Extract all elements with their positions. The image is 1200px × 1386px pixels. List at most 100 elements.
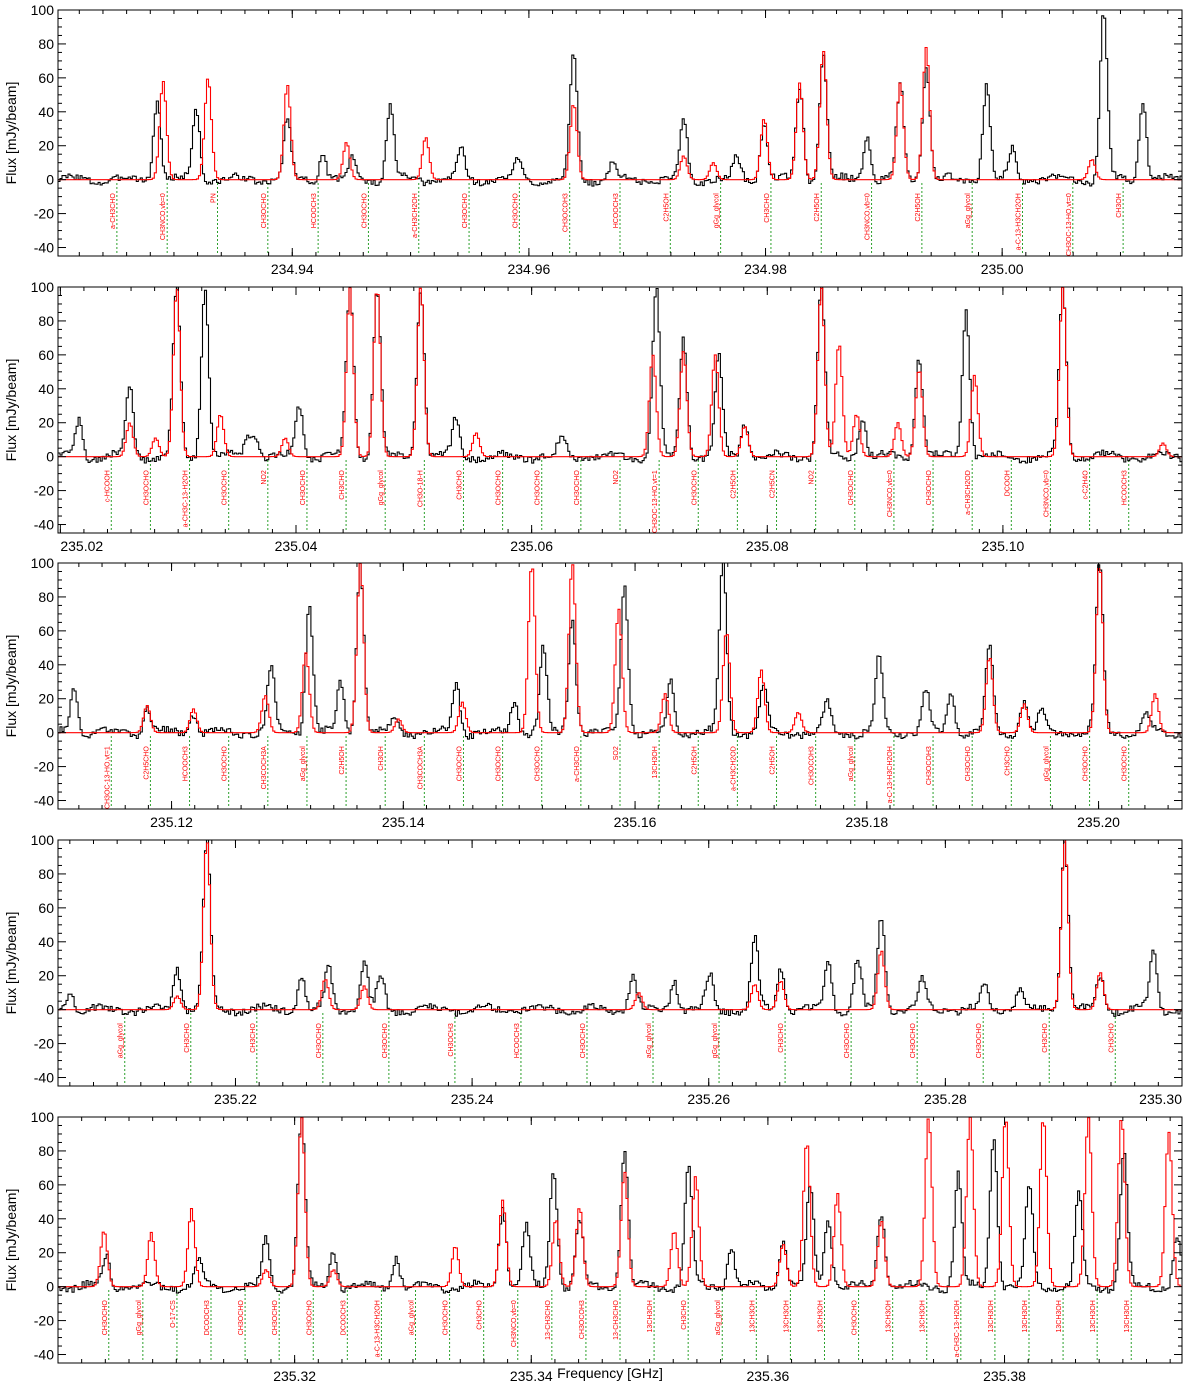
y-tick-label: 40	[38, 381, 54, 397]
transition-label: HCOOCH3	[514, 1023, 521, 1058]
transition-label: CH3CHO	[1004, 746, 1011, 776]
transition-label: CH3CHO	[764, 193, 771, 223]
y-tick-label: 60	[38, 70, 54, 86]
y-tick-label: 100	[31, 2, 55, 18]
y-tick-label: 40	[38, 104, 54, 120]
transition-label: CH3OCHO	[691, 470, 698, 506]
transition-label: aGg_glycol	[300, 746, 307, 781]
transition-label: CH3OCHO	[300, 470, 307, 506]
y-tick-label: 20	[38, 968, 54, 984]
panel-5: CH3OCHO gGg_glycol O-17-CS DCOOCH3 CH3OCHO CH…	[3, 1109, 1183, 1384]
transition-label: CH3OCHO	[910, 1023, 917, 1059]
transition-label: 13CH3OH	[1124, 1300, 1131, 1332]
transition-label: C2H5OH	[691, 746, 698, 774]
transition-label: CH3OCHO	[926, 470, 933, 506]
transition-label: CH3CHO	[477, 1300, 484, 1330]
transition-label: aGg_glycol	[715, 1300, 722, 1335]
transition-label: DCOOCH3	[340, 1300, 347, 1335]
x-tick-label: 234.98	[744, 261, 787, 277]
transition-label: CH3OCHO	[852, 1300, 859, 1336]
transition-label: CH3OCHO	[272, 1300, 279, 1336]
y-tick-label: 40	[38, 934, 54, 950]
transition-label: CH3COCH3A	[417, 746, 424, 790]
transition-label: CH3OC-13-HO,vt=1	[104, 746, 111, 809]
y-tick-label: 60	[38, 1177, 54, 1193]
x-tick-label: 235.00	[981, 261, 1024, 277]
x-tick-label: 235.20	[1077, 814, 1120, 830]
transition-label: aGg_glycol	[848, 746, 855, 781]
transition-label: 13-CH3CHO	[545, 1300, 552, 1340]
transition-label: CH3CHO	[681, 1300, 688, 1330]
transition-label: C2H5OH	[339, 746, 346, 774]
y-tick-label: 80	[38, 313, 54, 329]
y-axis-label: Flux [mJy/beam]	[3, 635, 19, 738]
x-tick-label: 235.16	[614, 814, 657, 830]
transition-label: PN	[211, 193, 218, 203]
y-axis-label: Flux [mJy/beam]	[3, 82, 19, 185]
transition-label: CH3OCOH3	[579, 1300, 586, 1339]
transition-label: a-CH3CH2OD	[965, 470, 972, 515]
transition-label: CH3COCH3A	[261, 746, 268, 790]
transition-label: 13CH3OH	[817, 1300, 824, 1332]
transition-label: C2H5OH	[814, 193, 821, 221]
y-tick-label: 60	[38, 623, 54, 639]
transition-label: aGg_glycol	[646, 1023, 653, 1058]
observed-spectrum	[58, 840, 1182, 1017]
panel-frame	[57, 839, 1183, 1087]
model-spectrum	[58, 1117, 1182, 1288]
transition-label: CH3NCO,vb=0	[887, 470, 894, 517]
transition-label: CH3NCO,vb=0	[160, 193, 167, 240]
y-tick-label: -40	[34, 793, 54, 809]
observed-spectrum	[58, 287, 1182, 464]
x-tick-label: 235.38	[983, 1368, 1026, 1384]
x-tick-label: 235.18	[845, 814, 888, 830]
transition-label: CH3OCHO	[222, 470, 229, 506]
transition-label: NO2	[261, 470, 268, 485]
transition-label: aGg_glycol	[965, 193, 972, 228]
y-tick-label: -40	[34, 240, 54, 256]
y-tick-label: 80	[38, 589, 54, 605]
transition-label: C2H5OH	[663, 193, 670, 221]
transition-label: CH3NCO,vb=0	[511, 1300, 518, 1347]
x-tick-label: 235.02	[60, 538, 103, 554]
panel-frame	[57, 562, 1183, 810]
observed-spectrum	[58, 15, 1182, 187]
transition-label: c-HCOOH	[104, 470, 111, 502]
transition-label: a-CH3CH2OH	[412, 193, 419, 238]
transition-label: gGg_glycol	[378, 470, 385, 505]
model-spectrum	[58, 840, 1182, 1011]
x-tick-label: 235.12	[150, 814, 193, 830]
transition-label: gGg_glycol	[714, 193, 721, 228]
model-spectrum	[58, 287, 1182, 458]
y-tick-label: -20	[34, 1313, 54, 1329]
transition-label: HCOOCH3	[1122, 470, 1129, 505]
x-tick-label: 235.06	[510, 538, 553, 554]
y-tick-label: 20	[38, 1245, 54, 1261]
transition-label: CH3OCHO	[535, 470, 542, 506]
x-tick-label: 235.14	[382, 814, 425, 830]
y-axis-label: Flux [mJy/beam]	[3, 359, 19, 462]
transition-label: NO2	[613, 470, 620, 485]
panel-1: a-CH3CHO CH3NCO,vb=0 PN CH3OCHO HCOOCH3 CH3OC…	[3, 2, 1183, 277]
transition-label: CH3OCHO	[238, 1300, 245, 1336]
transition-label: SO2	[613, 746, 620, 760]
transition-label: CH3OCHO	[496, 746, 503, 782]
transition-label: aGg_glycol	[118, 1023, 125, 1058]
y-tick-label: 100	[31, 1109, 55, 1125]
x-tick-label: 235.26	[687, 1091, 730, 1107]
model-spectrum	[58, 563, 1182, 734]
panel-frame	[57, 9, 1183, 257]
x-tick-label: 234.94	[271, 261, 314, 277]
y-tick-label: 0	[46, 449, 54, 465]
transition-label: C2H5CHO	[143, 746, 150, 780]
y-tick-label: 60	[38, 900, 54, 916]
y-tick-label: 40	[38, 1211, 54, 1227]
y-tick-label: 80	[38, 866, 54, 882]
transition-label: CH3OCHO	[361, 193, 368, 229]
y-tick-label: 0	[46, 1279, 54, 1295]
transition-label: CH3OCHO	[976, 1023, 983, 1059]
transition-label: DCOOCH3	[204, 1300, 211, 1335]
transition-label: CH3NCO,vb=0	[865, 193, 872, 240]
transition-label: a-C-13-H3CH2OH	[374, 1300, 381, 1357]
